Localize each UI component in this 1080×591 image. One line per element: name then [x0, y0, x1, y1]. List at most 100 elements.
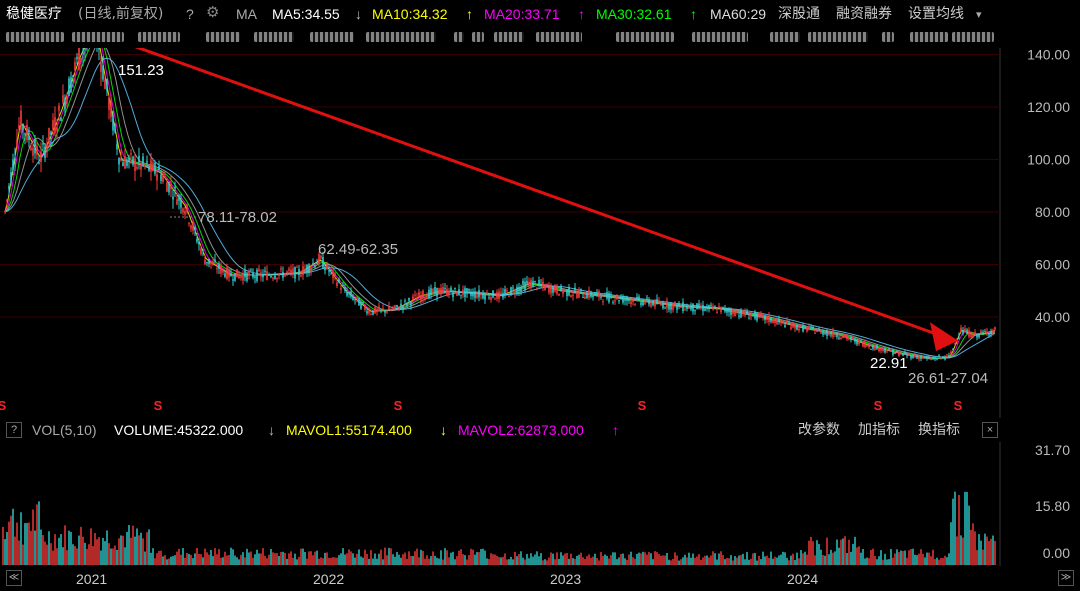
volume-bar — [504, 553, 506, 565]
candle-body — [164, 176, 166, 178]
volume-value: VOLUME:45322.000 — [114, 422, 244, 438]
candle-body — [234, 273, 236, 281]
volume-bar — [550, 552, 552, 565]
volume-bar — [702, 557, 704, 565]
volume-bar — [264, 555, 266, 565]
volume-bar — [914, 554, 916, 565]
link-ma-settings[interactable]: 设置均线 — [908, 6, 964, 22]
add-indicator-button[interactable]: 加指标 — [858, 422, 900, 438]
volume-bar — [122, 535, 124, 565]
volume-bar — [604, 554, 606, 565]
volume-bar — [202, 557, 204, 565]
volume-bar — [876, 559, 878, 565]
volume-bar — [300, 548, 302, 565]
stock-name[interactable]: 稳健医疗 — [6, 6, 62, 22]
candle-body — [512, 287, 514, 289]
volume-bar — [86, 548, 88, 565]
settings-gear-icon[interactable]: ⚙ — [206, 4, 220, 21]
help-button[interactable]: ? — [186, 6, 194, 22]
candle-body — [964, 328, 966, 333]
scroll-left-icon[interactable]: ≪ — [6, 570, 22, 586]
mavol2-value: MAVOL2:62873.000 — [458, 422, 584, 438]
edit-params-button[interactable]: 改参数 — [798, 422, 840, 438]
price-tick-label: 140.00 — [1027, 48, 1070, 63]
volume-bar — [812, 541, 814, 565]
candle-body — [586, 293, 588, 298]
chart-mode-label[interactable]: (日线,前复权) — [78, 6, 164, 22]
volume-bar — [520, 551, 522, 565]
candle-body — [566, 289, 568, 297]
volume-bar — [450, 552, 452, 565]
candle-body — [766, 316, 768, 320]
switch-indicator-button[interactable]: 换指标 — [918, 422, 960, 438]
link-shenzhen-connect[interactable]: 深股通 — [778, 6, 820, 22]
volume-bar — [790, 555, 792, 565]
volume-bar — [138, 535, 140, 565]
candle-body — [950, 351, 952, 354]
volume-indicator-title[interactable]: VOL(5,10) — [32, 422, 97, 438]
scroll-right-icon[interactable]: ≫ — [1058, 570, 1074, 586]
indicator-legend-bar: 稳健医疗 (日线,前复权) ? ⚙ MA MA5:34.55 ↓ MA10:34… — [0, 0, 1080, 28]
candle-body — [436, 287, 438, 297]
volume-bar — [706, 555, 708, 565]
volume-bar — [976, 550, 978, 565]
candle-body — [920, 357, 922, 359]
candle-body — [166, 182, 168, 192]
candle-body — [854, 338, 856, 342]
candle-body — [696, 303, 698, 310]
volume-bar — [804, 551, 806, 565]
candle-body — [654, 299, 656, 307]
candle-body — [738, 315, 740, 317]
volume-bar — [448, 557, 450, 565]
candle-body — [672, 303, 674, 310]
volume-bar — [492, 554, 494, 565]
volume-bar — [12, 508, 14, 565]
candle-body — [594, 293, 596, 296]
candle-body — [500, 292, 502, 294]
volume-bar — [888, 559, 890, 565]
candle-body — [606, 292, 608, 299]
volume-bar — [480, 549, 482, 565]
candle-body — [986, 331, 988, 335]
volume-bar — [644, 552, 646, 565]
volume-bar — [326, 552, 328, 565]
chevron-down-icon[interactable]: ▾ — [976, 9, 982, 21]
price-candlestick-chart[interactable]: 140.00 120.00 100.00 80.00 60.00 40.00 S S S S S S… — [0, 48, 1080, 418]
candle-body — [446, 288, 448, 296]
candlesticks — [4, 48, 996, 362]
candle-body — [122, 162, 124, 167]
candle-body — [596, 292, 598, 294]
candle-body — [252, 272, 254, 278]
volume-bar — [842, 538, 844, 565]
moving-average-lines — [4, 48, 996, 360]
close-icon[interactable]: × — [982, 422, 998, 438]
candle-body — [532, 280, 534, 288]
candle-body — [948, 354, 950, 357]
volume-bar — [174, 555, 176, 565]
volume-bar — [994, 541, 996, 565]
volume-bar — [662, 555, 664, 565]
volume-bar — [140, 532, 142, 565]
candle-body — [526, 280, 528, 284]
candle-body — [178, 196, 180, 201]
candle-body — [674, 301, 676, 305]
candle-body — [730, 311, 732, 315]
candle-body — [118, 157, 120, 165]
link-margin-trading[interactable]: 融资融券 — [836, 6, 892, 22]
volume-bar — [454, 559, 456, 565]
volume-bar — [456, 556, 458, 565]
volume-bar — [470, 548, 472, 565]
candle-body — [100, 62, 102, 72]
volume-bar — [906, 557, 908, 565]
volume-bar — [434, 555, 436, 565]
volume-bar — [232, 549, 234, 565]
candle-body — [294, 266, 296, 279]
volume-bar — [628, 554, 630, 565]
volume-bar — [24, 523, 26, 565]
volume-bar — [338, 555, 340, 565]
volume-bar-chart[interactable]: 31.70 15.80 0.00 — [0, 442, 1080, 566]
volume-bar — [668, 559, 670, 565]
volume-bar — [476, 552, 478, 565]
volume-help-button[interactable]: ? — [6, 422, 22, 438]
candle-body — [370, 313, 372, 315]
